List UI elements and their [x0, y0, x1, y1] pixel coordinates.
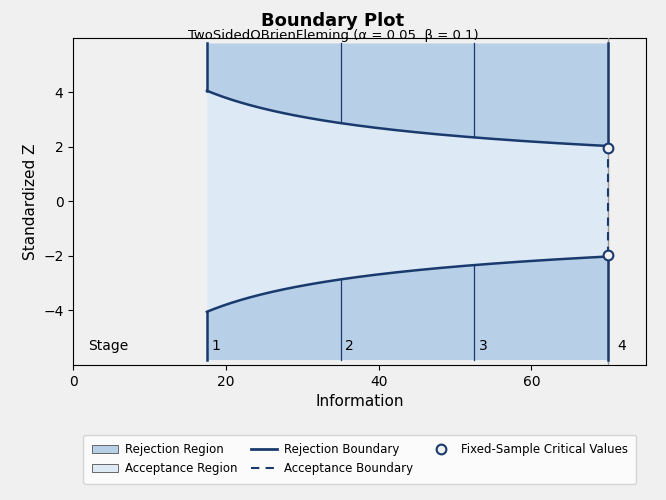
Text: TwoSidedOBrienFleming (α = 0.05  β = 0.1): TwoSidedOBrienFleming (α = 0.05 β = 0.1) [188, 29, 478, 42]
Text: Stage: Stage [89, 338, 129, 352]
Text: Boundary Plot: Boundary Plot [262, 12, 404, 30]
Text: 3: 3 [479, 338, 488, 352]
Text: 1: 1 [212, 338, 220, 352]
Text: 4: 4 [617, 338, 626, 352]
X-axis label: Information: Information [316, 394, 404, 409]
Text: 2: 2 [345, 338, 354, 352]
Legend: Rejection Region, Acceptance Region, Rejection Boundary, Acceptance Boundary, Fi: Rejection Region, Acceptance Region, Rej… [83, 435, 636, 484]
Y-axis label: Standardized Z: Standardized Z [23, 143, 37, 260]
